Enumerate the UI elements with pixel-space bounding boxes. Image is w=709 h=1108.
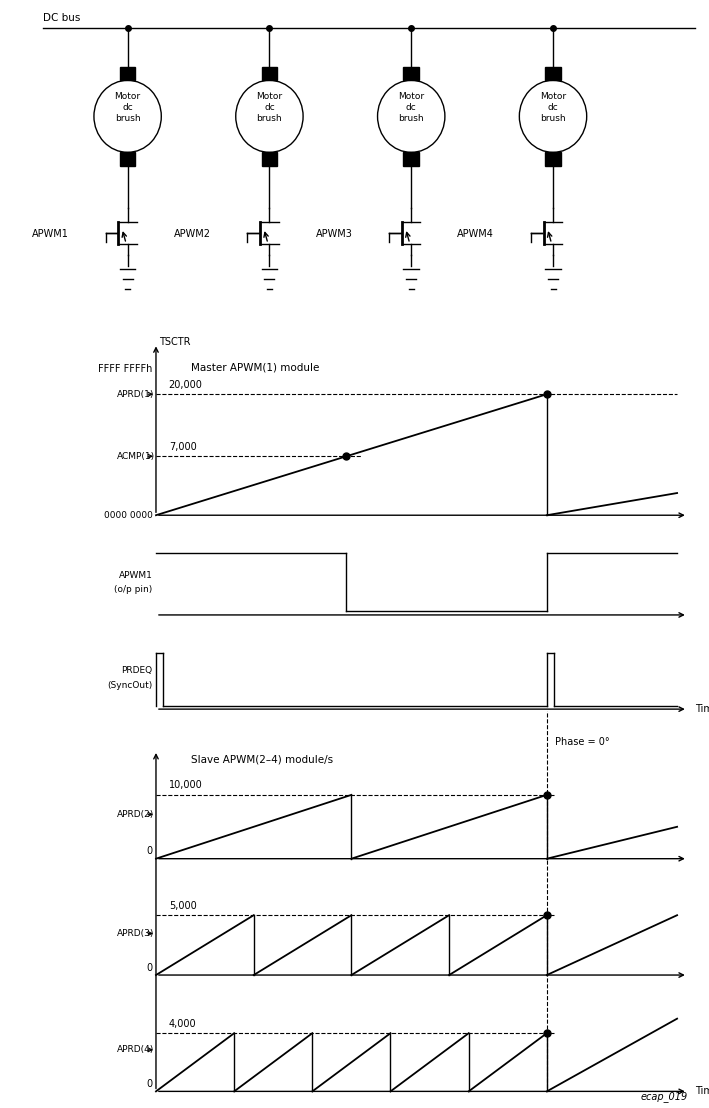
Bar xyxy=(545,152,561,165)
Text: APWM1: APWM1 xyxy=(32,228,69,239)
Text: 0000 0000: 0000 0000 xyxy=(104,511,152,520)
Text: (SyncOut): (SyncOut) xyxy=(107,680,152,690)
Text: Time: Time xyxy=(695,1086,709,1097)
Text: Time: Time xyxy=(695,704,709,715)
Bar xyxy=(262,152,277,165)
Text: Phase = 0°: Phase = 0° xyxy=(555,737,610,747)
Bar xyxy=(545,66,561,80)
Text: ecap_019: ecap_019 xyxy=(640,1091,688,1102)
Text: 5,000: 5,000 xyxy=(169,901,196,911)
Text: 20,000: 20,000 xyxy=(169,380,203,390)
Text: PRDEQ: PRDEQ xyxy=(121,666,152,676)
Bar xyxy=(262,66,277,80)
Text: Master APWM(1) module: Master APWM(1) module xyxy=(191,362,320,372)
Text: FFFF FFFFh: FFFF FFFFh xyxy=(98,363,152,375)
Text: APRD(1): APRD(1) xyxy=(117,390,155,399)
Bar xyxy=(403,152,419,165)
Text: APRD(4): APRD(4) xyxy=(117,1045,155,1055)
Text: Motor
dc
brush: Motor dc brush xyxy=(257,92,282,123)
Text: DC bus: DC bus xyxy=(43,13,80,23)
Text: APWM2: APWM2 xyxy=(174,228,211,239)
Text: Slave APWM(2–4) module/s: Slave APWM(2–4) module/s xyxy=(191,755,333,765)
Text: ACMP(1): ACMP(1) xyxy=(117,452,155,461)
Text: 7,000: 7,000 xyxy=(169,442,196,452)
Text: 10,000: 10,000 xyxy=(169,780,203,790)
Bar xyxy=(403,66,419,80)
Text: 0: 0 xyxy=(146,1079,152,1089)
Text: APWM3: APWM3 xyxy=(316,228,352,239)
Text: Motor
dc
brush: Motor dc brush xyxy=(540,92,566,123)
Text: 0: 0 xyxy=(146,847,152,856)
Text: TSCTR: TSCTR xyxy=(160,337,191,347)
Text: 0: 0 xyxy=(146,963,152,973)
Text: (o/p pin): (o/p pin) xyxy=(114,585,152,594)
Text: APWM1: APWM1 xyxy=(118,571,152,579)
Text: Motor
dc
brush: Motor dc brush xyxy=(115,92,140,123)
Bar xyxy=(120,152,135,165)
Text: APWM4: APWM4 xyxy=(457,228,494,239)
Text: Motor
dc
brush: Motor dc brush xyxy=(398,92,424,123)
Bar xyxy=(120,66,135,80)
Text: APRD(2): APRD(2) xyxy=(117,810,155,819)
Text: APRD(3): APRD(3) xyxy=(117,929,155,938)
Text: 4,000: 4,000 xyxy=(169,1018,196,1028)
